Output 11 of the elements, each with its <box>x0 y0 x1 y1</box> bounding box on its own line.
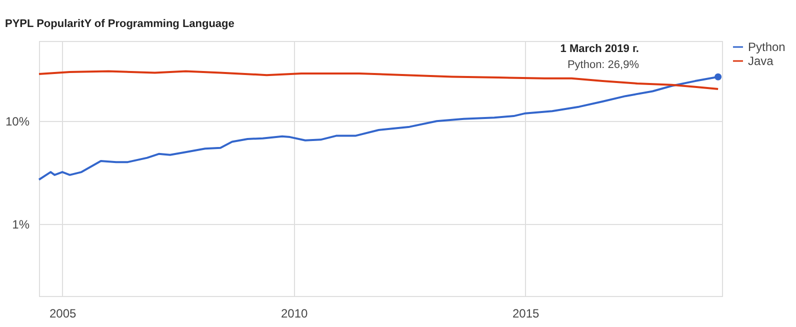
y-tick-label: 1% <box>12 218 30 232</box>
line-series <box>38 70 720 90</box>
legend-label: Java <box>748 54 774 68</box>
x-tick-label: 2005 <box>49 306 76 320</box>
annotation: Python: 26,9% <box>567 59 640 71</box>
annotation: 1 March 2019 г. <box>560 43 639 55</box>
legend-label: Python <box>748 40 786 54</box>
x-tick-label: 2015 <box>512 306 540 320</box>
chart-title: PYPL PopularitY of Programming Language <box>4 18 234 30</box>
x-tick-label: 2010 <box>280 306 308 320</box>
y-tick-label: 10% <box>5 114 30 129</box>
